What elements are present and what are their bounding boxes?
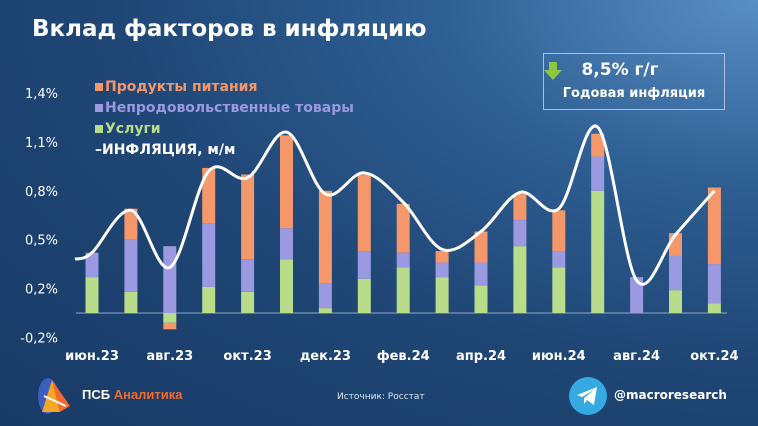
chart-title: Вклад факторов в инфляцию	[32, 16, 427, 42]
bar-services	[163, 313, 177, 323]
bar-nonfood	[241, 259, 255, 292]
bar-food	[435, 251, 449, 263]
telegram-icon[interactable]	[568, 376, 608, 416]
y-tick-label: 0,5%	[25, 234, 58, 249]
y-tick-label: 1,1%	[25, 136, 58, 151]
bar-services	[552, 267, 566, 313]
bar-nonfood	[357, 251, 371, 279]
bar-food	[357, 174, 371, 252]
bar-nonfood	[85, 252, 99, 278]
bar-food	[707, 187, 721, 265]
y-tick-label: 0,2%	[25, 283, 58, 298]
bar-services	[318, 308, 332, 313]
arrow-down-icon	[544, 62, 562, 80]
x-tick-label: авг.24	[613, 349, 660, 364]
bar-services	[474, 285, 488, 313]
bar-nonfood	[396, 252, 410, 268]
bar-services	[396, 267, 410, 313]
bar-services	[435, 277, 449, 313]
x-tick-label: окт.23	[223, 349, 271, 364]
bar-services	[202, 286, 216, 313]
bar-nonfood	[552, 251, 566, 268]
psb-logo-icon	[38, 378, 70, 414]
bar-nonfood	[591, 156, 605, 191]
bar-nonfood	[124, 239, 138, 292]
annual-inflation-box: 8,5% г/г Годовая инфляция	[543, 53, 725, 110]
bar-services	[707, 303, 721, 313]
y-tick-label: 0,8%	[25, 185, 58, 200]
bar-nonfood	[280, 228, 293, 260]
x-tick-label: июн.23	[65, 349, 119, 364]
bar-food	[591, 133, 605, 157]
bar-food	[241, 174, 255, 260]
bar-services	[280, 259, 293, 313]
bar-nonfood	[707, 264, 721, 304]
bar-services	[669, 290, 682, 313]
bar-food	[318, 190, 332, 284]
legend-item-inflation: –ИНФЛЯЦИЯ, м/м	[95, 142, 236, 158]
bar-services	[513, 246, 527, 313]
bar-services	[85, 277, 99, 313]
bar-nonfood	[474, 262, 488, 286]
x-tick-label: авг.23	[146, 349, 193, 364]
source-note: Источник: Росстат	[337, 392, 425, 402]
bar-nonfood	[513, 220, 527, 247]
bar-services	[591, 190, 605, 313]
y-tick-label: 1,4%	[25, 87, 58, 102]
bar-nonfood	[318, 283, 332, 309]
inflation-line	[74, 124, 716, 286]
bar-nonfood	[202, 223, 216, 287]
bar-nonfood	[435, 262, 449, 278]
legend: Продукты питания Непродовольственные тов…	[95, 77, 354, 161]
bar-food	[474, 231, 488, 263]
x-tick-label: июн.24	[532, 349, 586, 364]
bar-food	[552, 210, 566, 252]
footer: ПСБ Аналитика Источник: Росстат @macrore…	[0, 376, 758, 416]
y-tick-label: -0,2%	[20, 331, 58, 346]
x-tick-label: апр.24	[456, 349, 506, 364]
bar-food	[124, 208, 138, 240]
bar-services	[124, 291, 138, 313]
bar-services	[357, 278, 371, 313]
x-tick-label: дек.23	[300, 349, 351, 364]
annual-inflation-value: 8,5% г/г	[581, 60, 659, 80]
bar-nonfood	[163, 246, 177, 313]
legend-item-services: Услуги	[95, 119, 354, 140]
telegram-handle[interactable]: @macroresearch	[614, 388, 727, 402]
bar-food	[280, 135, 293, 229]
bar-food	[163, 322, 177, 330]
legend-item-food: Продукты питания	[95, 77, 354, 98]
brand-name: ПСБ Аналитика	[82, 387, 183, 402]
bar-food	[513, 194, 527, 221]
chart: 1,4% 1,1% 0,8% 0,5% 0,2% -0,2% июн.23 авг.23 окт…	[20, 87, 738, 364]
x-tick-label: окт.24	[690, 349, 738, 364]
bar-nonfood	[630, 277, 644, 313]
legend-item-nonfood: Непродовольственные товары	[95, 98, 354, 119]
bar-services	[241, 291, 255, 313]
x-tick-label: фев.24	[377, 349, 430, 364]
bar-food	[396, 203, 410, 253]
annual-inflation-label: Годовая инфляция	[562, 86, 706, 101]
bar-food	[202, 167, 216, 224]
bar-nonfood	[669, 255, 682, 291]
